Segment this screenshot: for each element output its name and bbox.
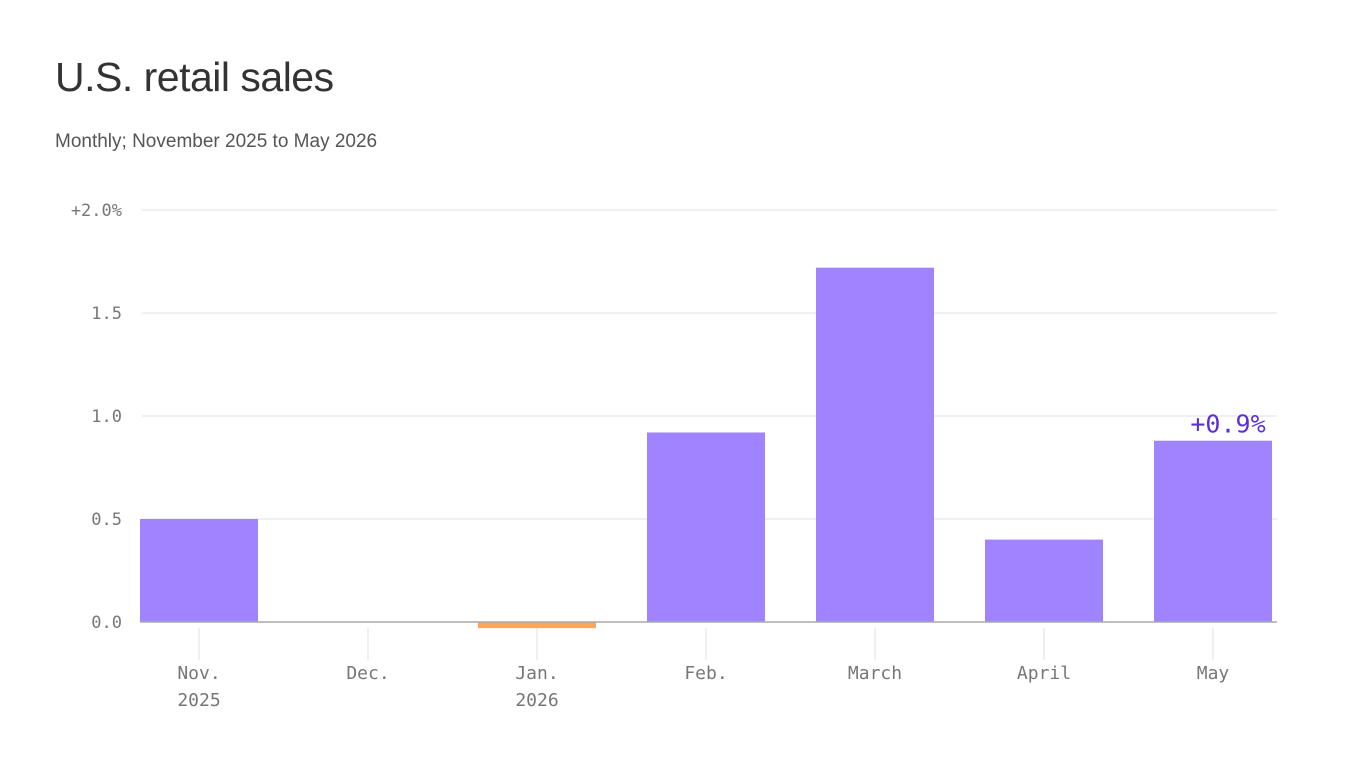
chart-title: U.S. retail sales bbox=[55, 54, 334, 100]
x-tick-label: Feb. bbox=[684, 663, 727, 684]
data-labels: +0.9% bbox=[1190, 410, 1265, 439]
x-tick-label: Dec. bbox=[346, 663, 389, 684]
x-axis: Nov. 2025 Dec. Jan. 2026 Feb. March April May bbox=[140, 621, 1277, 711]
y-tick-label: 0.5 bbox=[91, 510, 122, 530]
y-tick-label: 1.5 bbox=[91, 304, 122, 324]
x-tick-sublabel: 2026 bbox=[515, 690, 558, 711]
bar-feb bbox=[647, 432, 765, 622]
y-tick-label: 1.0 bbox=[91, 407, 122, 427]
y-tick-label: +2.0% bbox=[71, 201, 122, 221]
chart-subtitle: Monthly; November 2025 to May 2026 bbox=[55, 131, 378, 152]
bar-jan bbox=[478, 622, 596, 629]
x-tick-label: Nov. bbox=[177, 663, 220, 684]
bar-march bbox=[816, 267, 934, 622]
y-axis-ticks: 0.0 0.5 1.0 1.5 +2.0% bbox=[71, 201, 122, 633]
x-tick-label: April bbox=[1017, 663, 1071, 684]
bar-nov bbox=[140, 519, 258, 622]
x-tick-sublabel: 2025 bbox=[177, 690, 220, 711]
bar-april bbox=[985, 539, 1103, 622]
bars bbox=[140, 267, 1272, 629]
y-tick-label: 0.0 bbox=[91, 613, 122, 633]
bar-may bbox=[1154, 440, 1272, 622]
data-label: +0.9% bbox=[1190, 410, 1265, 439]
x-tick-label: Jan. bbox=[515, 663, 558, 684]
x-tick-label: May bbox=[1197, 663, 1230, 684]
x-tick-label: March bbox=[848, 663, 902, 684]
